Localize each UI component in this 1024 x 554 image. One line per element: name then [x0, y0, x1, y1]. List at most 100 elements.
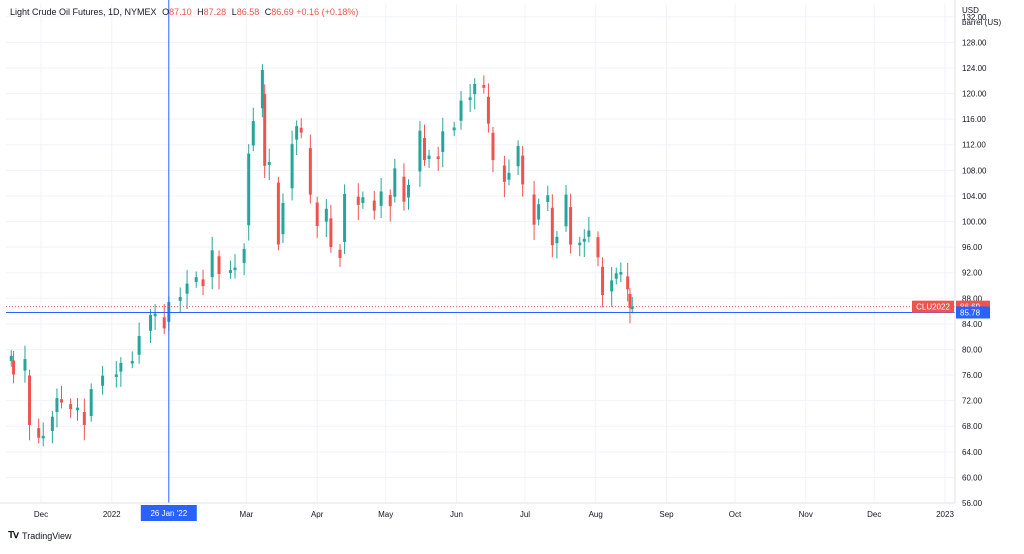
time-axis[interactable]: Dec 2022 Mar Apr May Jun Jul Aug Sep Oct Nov Dec 202… — [0, 502, 955, 519]
candle-body — [491, 132, 495, 161]
candle-body — [55, 398, 59, 412]
price-tick-label: 128.00 — [962, 38, 987, 47]
candle-body — [361, 197, 365, 203]
candle-body — [587, 230, 591, 237]
candlestick-series — [9, 64, 634, 447]
candle-body — [619, 272, 623, 275]
candle-body — [601, 266, 605, 296]
candle-body — [550, 207, 554, 246]
price-tick-label: 120.00 — [962, 90, 987, 99]
candle-body — [9, 355, 13, 361]
time-tick-label: Nov — [799, 510, 813, 519]
crosshair-price-badge — [956, 306, 990, 319]
candle-body — [596, 237, 600, 258]
candle-body — [356, 196, 360, 205]
candle-body — [569, 207, 573, 245]
crosshair-overlay — [6, 0, 955, 503]
candle-body — [516, 146, 520, 167]
candle-body — [537, 204, 541, 220]
candle-body — [299, 127, 303, 133]
candle-body — [251, 121, 255, 146]
candle-body — [114, 374, 118, 377]
price-tick-label: 64.00 — [962, 448, 983, 457]
candle-body — [324, 208, 328, 222]
price-tick-label: 108.00 — [962, 166, 987, 175]
price-tick-label: 96.00 — [962, 243, 983, 252]
candle-body — [393, 168, 397, 197]
price-axis[interactable]: 56.00 60.00 64.00 68.00 72.00 76.00 80.00 84.00… — [954, 0, 987, 508]
candle-body — [119, 362, 123, 372]
candle-body — [162, 317, 166, 329]
price-tick-label: 68.00 — [962, 422, 983, 431]
price-tick-label: 72.00 — [962, 397, 983, 406]
candle-body — [436, 156, 440, 159]
price-tick-label: 92.00 — [962, 269, 983, 278]
candle-body — [28, 375, 32, 425]
candle-body — [578, 242, 582, 246]
high-value: 87.28 — [203, 7, 227, 17]
time-tick-label: Dec — [867, 510, 881, 519]
close-value: 86.69 — [271, 7, 294, 17]
candle-body — [242, 249, 246, 263]
crosshair-price-label: 85.78 — [960, 308, 981, 317]
candle-body — [50, 416, 54, 432]
candle-body — [482, 84, 486, 88]
candle-body — [502, 165, 506, 182]
candle-body — [228, 270, 232, 274]
candle-body — [60, 399, 64, 403]
candle-body — [388, 195, 392, 207]
symbol-legend[interactable]: Light Crude Oil Futures, 1D, NYMEX O87.1… — [10, 7, 358, 17]
candle-body — [630, 306, 634, 310]
candle-body — [459, 100, 463, 121]
candle-body — [473, 83, 477, 95]
grid-lines — [6, 4, 955, 504]
candle-body — [452, 127, 456, 131]
open-value: 87.10 — [169, 7, 192, 17]
tradingview-logo-icon[interactable]: T𝗏 — [8, 530, 19, 541]
candle-body — [185, 283, 189, 294]
candle-body — [329, 218, 333, 248]
footer-branding[interactable]: T𝗏 TradingView — [8, 530, 72, 541]
candle-body — [69, 404, 73, 409]
candle-body — [247, 153, 251, 226]
candle-body — [422, 138, 426, 161]
candle-body — [427, 155, 431, 159]
time-tick-label: Mar — [240, 510, 254, 519]
candle-body — [308, 148, 312, 195]
symbol-code-label: CLU2022 — [916, 303, 950, 312]
time-tick-label: Jun — [450, 510, 463, 519]
candle-body — [41, 435, 45, 439]
candle-body — [379, 191, 383, 206]
low-label: L — [231, 7, 237, 17]
candle-body — [217, 256, 221, 274]
candle-body — [23, 359, 27, 371]
price-unit-currency: USD — [962, 6, 979, 15]
time-tick-label: Dec — [34, 510, 48, 519]
crosshair-date-label: 26 Jan '22 — [150, 509, 187, 518]
change-value: +0.16 (+0.18%) — [296, 7, 359, 17]
candle-body — [402, 176, 406, 202]
symbol-title[interactable]: Light Crude Oil Futures, 1D, NYMEX — [10, 7, 157, 17]
candle-body — [338, 249, 342, 258]
time-tick-label: Oct — [729, 510, 742, 519]
candle-body — [290, 144, 294, 189]
price-tick-label: 56.00 — [962, 499, 983, 508]
high-label: H — [197, 7, 204, 17]
symbol-price-badge — [912, 300, 954, 313]
time-tick-label: May — [378, 510, 393, 519]
price-tick-label: 116.00 — [962, 115, 986, 124]
candle-body — [233, 267, 237, 271]
candle-body — [295, 126, 299, 140]
candle-body — [201, 279, 205, 287]
candle-body — [149, 314, 153, 331]
candle-body — [315, 202, 319, 226]
brand-name[interactable]: TradingView — [22, 530, 72, 541]
candle-body — [260, 69, 264, 109]
candle-body — [418, 130, 422, 172]
price-tick-label: 112.00 — [962, 141, 986, 150]
time-tick-label: Jul — [520, 510, 530, 519]
price-tick-label: 76.00 — [962, 371, 983, 380]
candle-body — [130, 360, 134, 364]
